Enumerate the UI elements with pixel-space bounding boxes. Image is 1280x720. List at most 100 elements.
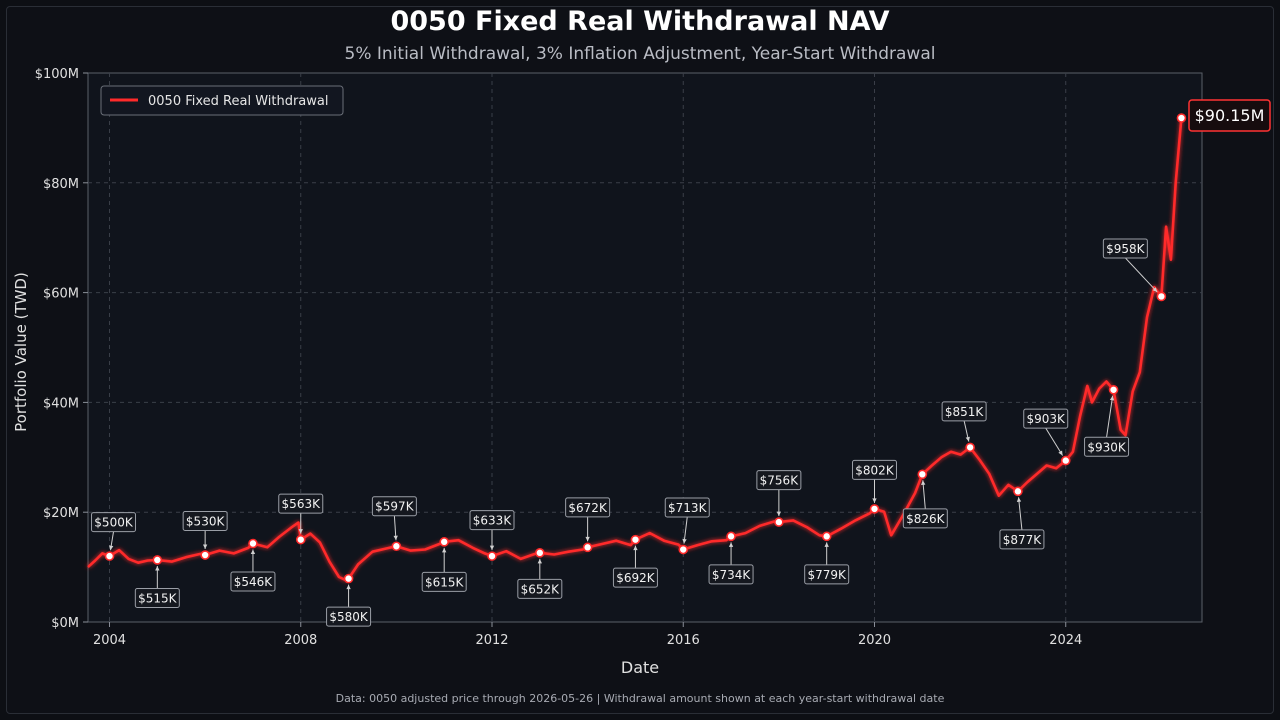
withdrawal-marker bbox=[1108, 384, 1119, 395]
withdrawal-arrow bbox=[1124, 257, 1158, 293]
withdrawal-label: $692K bbox=[616, 571, 656, 585]
y-tick-label: $80M bbox=[43, 177, 79, 192]
withdrawal-arrowhead bbox=[585, 536, 590, 542]
withdrawal-marker bbox=[1013, 486, 1023, 497]
withdrawal-arrowhead bbox=[537, 558, 542, 564]
withdrawal-label: $903K bbox=[1027, 412, 1067, 426]
withdrawal-arrowhead bbox=[728, 542, 734, 547]
grid-lines bbox=[88, 73, 1202, 622]
withdrawal-label: $930K bbox=[1087, 440, 1127, 454]
legend: 0050 Fixed Real Withdrawal bbox=[100, 85, 344, 116]
withdrawal-label-box bbox=[941, 401, 987, 422]
y-tick-label: $60M bbox=[43, 287, 79, 302]
withdrawal-arrowhead bbox=[442, 547, 447, 553]
withdrawal-marker bbox=[248, 538, 258, 549]
chart-title: 0050 Fixed Real Withdrawal NAV bbox=[390, 6, 890, 37]
x-axis-ticks: 2004 2008 2012 2016 2020 2024 bbox=[93, 622, 1082, 648]
withdrawal-label-box bbox=[1084, 436, 1130, 457]
x-tick-label: 2020 bbox=[858, 633, 891, 648]
withdrawal-label-box bbox=[612, 567, 658, 588]
withdrawal-arrowhead bbox=[965, 436, 970, 442]
withdrawal-label: $826K bbox=[906, 512, 946, 526]
withdrawal-label: $615K bbox=[425, 575, 465, 589]
withdrawal-label-box bbox=[91, 512, 137, 533]
withdrawal-label: $672K bbox=[568, 501, 608, 515]
withdrawal-arrowhead bbox=[776, 511, 782, 517]
withdrawal-marker bbox=[917, 469, 928, 480]
withdrawal-marker bbox=[104, 551, 115, 561]
withdrawal-label-box bbox=[1102, 238, 1148, 259]
y-tick-label: $0M bbox=[51, 616, 79, 631]
withdrawal-label: $633K bbox=[473, 514, 513, 528]
withdrawal-arrowhead bbox=[824, 542, 829, 547]
withdrawal-arrowhead bbox=[250, 549, 256, 554]
withdrawal-arrowhead bbox=[1109, 395, 1115, 401]
withdrawal-label: $958K bbox=[1106, 242, 1146, 256]
withdrawal-arrowhead bbox=[489, 545, 495, 551]
withdrawal-arrowhead bbox=[1152, 287, 1158, 293]
withdrawal-marker bbox=[487, 551, 497, 561]
withdrawal-label-box bbox=[469, 510, 515, 531]
withdrawal-label-box bbox=[902, 508, 948, 529]
withdrawal-label: $530K bbox=[186, 515, 226, 529]
withdrawal-marker bbox=[439, 537, 449, 547]
withdrawal-label: $546K bbox=[234, 575, 274, 589]
withdrawal-arrowhead bbox=[346, 584, 351, 590]
withdrawal-arrowhead bbox=[872, 498, 877, 503]
withdrawal-marker bbox=[821, 531, 832, 542]
withdrawal-label: $597K bbox=[375, 500, 415, 514]
final-value-marker bbox=[1176, 113, 1187, 123]
withdrawal-marker bbox=[774, 517, 784, 527]
withdrawal-label: $515K bbox=[138, 591, 178, 605]
withdrawal-marker bbox=[200, 550, 210, 560]
x-tick-label: 2008 bbox=[284, 633, 317, 648]
withdrawal-label-box bbox=[230, 571, 276, 592]
withdrawal-label-box bbox=[278, 493, 324, 514]
withdrawal-marker bbox=[726, 531, 736, 542]
withdrawal-arrowhead bbox=[633, 545, 638, 551]
withdrawal-label-box bbox=[565, 497, 611, 518]
withdrawal-label: $713K bbox=[668, 501, 708, 515]
withdrawal-arrowhead bbox=[202, 544, 208, 550]
withdrawal-arrowhead bbox=[109, 545, 114, 551]
y-axis-label: Portfolio Value (TWD) bbox=[12, 272, 30, 432]
withdrawal-arrowhead bbox=[1058, 450, 1063, 456]
withdrawal-label-box bbox=[804, 564, 850, 585]
withdrawal-label-box bbox=[708, 564, 754, 585]
legend-box bbox=[100, 85, 344, 116]
withdrawal-arrow bbox=[1106, 395, 1114, 438]
legend-label: 0050 Fixed Real Withdrawal bbox=[148, 94, 328, 109]
withdrawal-marker bbox=[152, 555, 163, 565]
withdrawal-arrowhead bbox=[298, 529, 303, 534]
y-tick-label: $40M bbox=[43, 396, 79, 411]
withdrawal-marker bbox=[965, 442, 975, 453]
withdrawal-arrow bbox=[1045, 427, 1064, 456]
withdrawal-marker bbox=[391, 541, 402, 552]
withdrawal-label-box bbox=[421, 571, 467, 592]
withdrawal-label: $563K bbox=[282, 497, 322, 511]
withdrawal-label-box bbox=[664, 497, 710, 518]
withdrawal-label: $734K bbox=[712, 568, 752, 582]
x-tick-label: 2004 bbox=[93, 633, 126, 648]
withdrawal-label: $652K bbox=[521, 582, 561, 596]
withdrawal-label: $802K bbox=[855, 463, 895, 477]
withdrawal-label: $580K bbox=[329, 610, 369, 624]
withdrawal-label: $500K bbox=[94, 516, 134, 530]
x-tick-label: 2024 bbox=[1049, 633, 1082, 648]
withdrawal-label-box bbox=[517, 578, 563, 599]
withdrawal-marker bbox=[678, 544, 689, 555]
withdrawal-marker bbox=[295, 534, 306, 545]
final-value-label: $90.15M bbox=[1195, 106, 1265, 125]
x-tick-label: 2012 bbox=[475, 633, 508, 648]
withdrawal-arrowhead bbox=[155, 565, 160, 571]
withdrawal-arrowhead bbox=[682, 538, 687, 544]
withdrawal-marker bbox=[343, 573, 354, 584]
withdrawal-label-box bbox=[1023, 408, 1069, 429]
withdrawal-arrow bbox=[922, 480, 926, 509]
withdrawal-label: $851K bbox=[945, 405, 985, 419]
x-axis-label: Date bbox=[621, 658, 659, 677]
withdrawal-marker bbox=[535, 548, 545, 558]
withdrawal-arrowhead bbox=[921, 480, 926, 485]
withdrawal-arrow bbox=[1018, 497, 1023, 530]
withdrawal-marker bbox=[582, 542, 593, 553]
